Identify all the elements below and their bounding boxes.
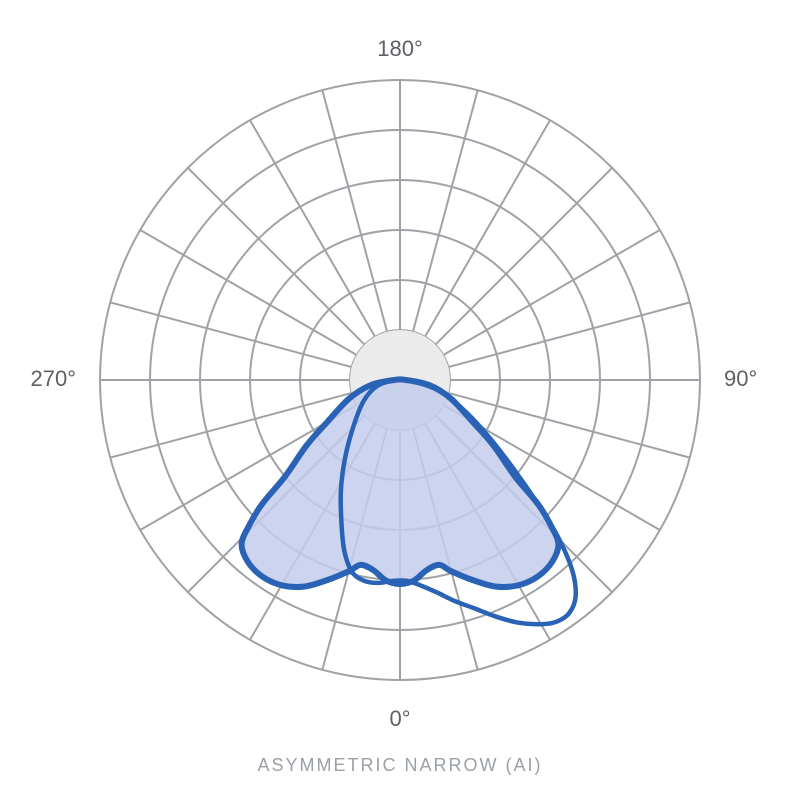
axis-label: 180° xyxy=(377,36,423,61)
polar-chart-container: 0° 90° 180° 270° ASYMMETRIC NARROW (AI) xyxy=(0,0,800,800)
axis-label: 90° xyxy=(724,366,757,391)
chart-caption: ASYMMETRIC NARROW (AI) xyxy=(0,755,800,776)
polar-chart-svg: 0° 90° 180° 270° xyxy=(0,0,800,800)
axis-label: 270° xyxy=(30,366,76,391)
axis-label: 0° xyxy=(389,706,410,731)
